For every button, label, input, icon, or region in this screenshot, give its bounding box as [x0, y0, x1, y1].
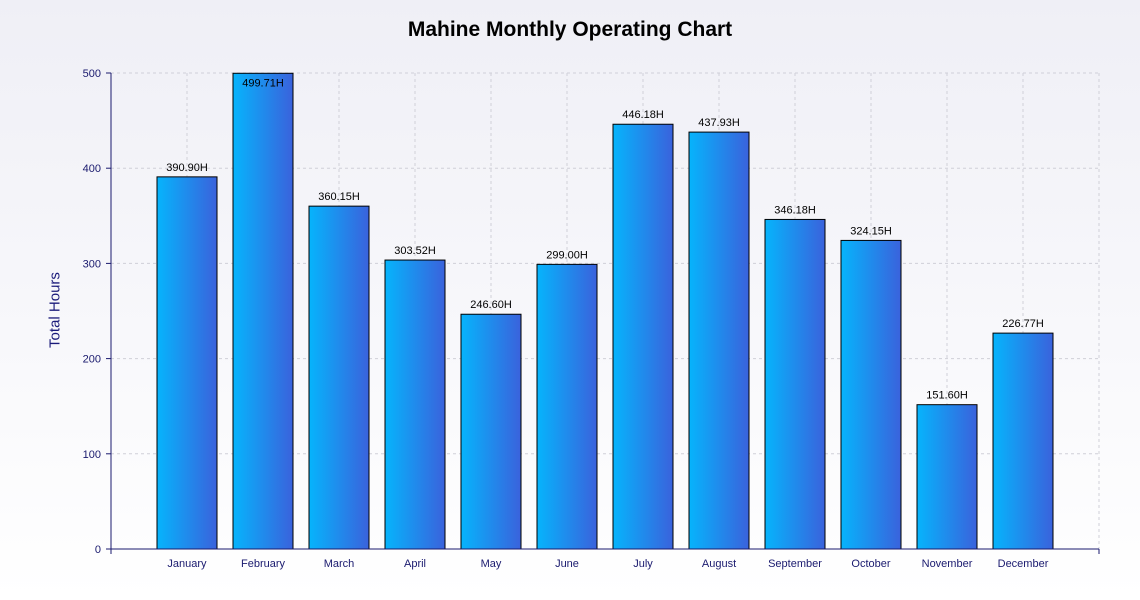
- data-label: 360.15H: [318, 191, 360, 203]
- data-label: 324.15H: [850, 225, 892, 237]
- x-tick-label: July: [633, 558, 653, 570]
- bar-october: [840, 239, 902, 550]
- y-tick-label: 200: [83, 354, 101, 366]
- y-tick-label: 400: [83, 163, 101, 175]
- x-tick-label: August: [702, 558, 736, 570]
- x-tick-label: November: [922, 558, 973, 570]
- chart-title: Mahine Monthly Operating Chart: [407, 18, 733, 41]
- bar-december: [992, 332, 1054, 550]
- data-label: 346.18H: [774, 204, 816, 216]
- data-label: 446.18H: [622, 109, 664, 121]
- bar-may: [460, 313, 522, 550]
- x-tick-label: April: [404, 558, 426, 570]
- data-label: 226.77H: [1002, 318, 1044, 330]
- bar-august: [688, 131, 750, 550]
- data-label: 390.90H: [166, 162, 208, 174]
- x-tick-label: December: [998, 558, 1049, 570]
- x-tick-label: February: [241, 558, 286, 570]
- x-tick-label: March: [324, 558, 355, 570]
- data-label: 299.00H: [546, 249, 588, 261]
- x-tick-label: September: [768, 558, 822, 570]
- bar-july: [612, 123, 674, 550]
- bar-april: [384, 259, 446, 550]
- x-tick-label: June: [555, 558, 579, 570]
- y-tick-label: 300: [83, 258, 101, 270]
- x-tick-label: January: [167, 558, 207, 570]
- y-tick-label: 500: [83, 68, 101, 80]
- bar-january: [156, 176, 218, 550]
- data-label: 437.93H: [698, 117, 740, 129]
- x-tick-label: May: [481, 558, 502, 570]
- bar-march: [308, 205, 370, 550]
- bar-september: [764, 218, 826, 550]
- data-label: 151.60H: [926, 390, 968, 402]
- bar-february: [232, 72, 294, 550]
- data-label: 303.52H: [394, 245, 436, 257]
- y-tick-label: 0: [95, 544, 101, 556]
- y-tick-label: 100: [83, 449, 101, 461]
- bar-june: [536, 263, 598, 550]
- data-label: 499.71H: [242, 77, 284, 89]
- data-label: 246.60H: [470, 299, 512, 311]
- bar-november: [916, 404, 978, 550]
- x-tick-label: October: [851, 558, 890, 570]
